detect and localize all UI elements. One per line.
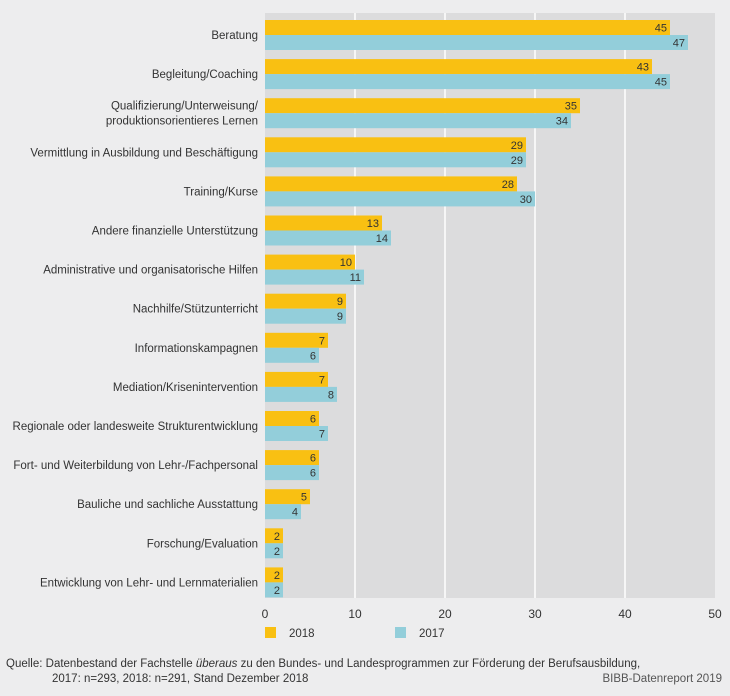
data-label: 6	[310, 468, 316, 480]
category-label: Andere finanzielle Unterstützung	[92, 226, 258, 238]
x-tick-label: 0	[262, 607, 269, 621]
bar-2017	[265, 386, 337, 402]
data-label: 29	[511, 140, 523, 152]
data-label: 4	[292, 507, 298, 519]
data-label: 2	[274, 531, 280, 543]
bar-2017	[265, 74, 670, 90]
data-label: 9	[337, 296, 343, 308]
category-label: Mediation/Krisenintervention	[113, 382, 258, 394]
bar-2017	[265, 543, 283, 559]
data-label: 7	[319, 429, 325, 441]
bar-2018	[265, 528, 283, 544]
bar-2017	[265, 113, 571, 129]
bar-2017	[265, 35, 688, 50]
category-label: Entwicklung von Lehr- und Lernmaterialie…	[40, 577, 258, 589]
sample-info: 2017: n=293, 2018: n=291, Stand Dezember…	[52, 673, 309, 685]
data-label: 14	[376, 233, 388, 245]
bar-2018	[265, 450, 319, 466]
x-tick-label: 20	[438, 607, 452, 621]
bar-2017	[265, 230, 391, 246]
x-tick-label: 40	[618, 607, 632, 621]
source-note-line2: 2017: n=293, 2018: n=291, Stand Dezember…	[52, 673, 308, 685]
x-tick-label: 50	[708, 607, 722, 621]
data-label: 11	[350, 272, 361, 284]
category-label: Training/Kurse	[184, 186, 258, 198]
source-text-2: zu den Bundes- und Landesprogrammen zur …	[237, 658, 641, 670]
bar-2018	[265, 254, 355, 270]
category-label: Regionale oder landesweite Strukturentwi…	[13, 421, 258, 433]
category-label: Nachhilfe/Stützunterricht	[133, 304, 259, 316]
x-tick-label: 10	[348, 607, 362, 621]
bar-2017	[265, 582, 283, 598]
data-label: 30	[520, 194, 532, 206]
legend-label: 2018	[289, 628, 315, 640]
category-label: Vermittlung in Ausbildung und Beschäftig…	[30, 147, 258, 159]
bar-2018	[265, 215, 382, 231]
legend-swatch-2018	[265, 627, 276, 638]
bar-2018	[265, 176, 517, 192]
bar-2017	[265, 465, 319, 481]
category-label: Qualifizierung/Unterweisung/	[111, 101, 259, 113]
legend-swatch-2017	[395, 627, 406, 638]
bar-2017	[265, 347, 319, 363]
source-label: Quelle:	[6, 658, 43, 670]
bar-2018	[265, 20, 670, 35]
bar-2017	[265, 504, 301, 520]
bar-2017	[265, 426, 328, 441]
data-label: 45	[655, 23, 667, 35]
bar-2018	[265, 371, 328, 387]
data-label: 8	[328, 389, 334, 401]
data-label: 6	[310, 453, 316, 465]
data-label: 13	[367, 218, 379, 230]
category-label: produktionsorientieres Lernen	[106, 116, 258, 128]
data-label: 5	[301, 492, 307, 504]
category-label: Begleitung/Coaching	[152, 69, 258, 81]
bar-2017	[265, 269, 364, 285]
data-label: 6	[310, 350, 316, 362]
source-text: Datenbestand der Fachstelle	[45, 658, 196, 670]
bar-2018	[265, 567, 283, 583]
bar-2018	[265, 332, 328, 348]
data-label: 2	[274, 585, 280, 597]
category-label: Beratung	[211, 30, 258, 42]
data-label: 7	[319, 335, 325, 347]
data-label: 47	[673, 38, 685, 50]
data-label: 10	[340, 257, 352, 269]
category-label: Informationskampagnen	[135, 343, 258, 355]
category-label: Fort- und Weiterbildung von Lehr-/Fachpe…	[13, 460, 258, 472]
data-label: 2	[274, 546, 280, 558]
bar-2017	[265, 191, 535, 207]
data-label: 43	[637, 62, 649, 74]
bar-2018	[265, 489, 310, 505]
bar-2018	[265, 98, 580, 114]
source-note: Quelle: Datenbestand der Fachstelle über…	[6, 656, 640, 673]
bar-2018	[265, 137, 526, 153]
data-label: 28	[502, 179, 514, 191]
data-label: 45	[655, 77, 667, 89]
legend-label: 2017	[419, 628, 445, 640]
bar-chart: 0 10 20 30 40 50Beratung4547Begleitung/Coachi…	[13, 13, 722, 640]
source-emphasis: überaus	[195, 658, 238, 670]
bar-2017	[265, 152, 526, 168]
bar-2018	[265, 59, 652, 75]
data-label: 9	[337, 311, 343, 323]
category-label: Forschung/Evaluation	[147, 538, 258, 550]
bar-2018	[265, 293, 346, 309]
category-label: Administrative und organisatorische Hilf…	[43, 265, 258, 277]
bar-2018	[265, 411, 319, 426]
data-label: 29	[511, 155, 523, 167]
bar-2017	[265, 308, 346, 324]
data-label: 34	[556, 116, 568, 128]
credit: BIBB-Datenreport 2019	[602, 673, 722, 685]
data-label: 6	[310, 414, 316, 426]
category-label: Bauliche und sachliche Ausstattung	[77, 499, 258, 511]
data-label: 35	[565, 101, 577, 113]
x-tick-label: 30	[528, 607, 542, 621]
data-label: 2	[274, 570, 280, 582]
data-label: 7	[319, 374, 325, 386]
